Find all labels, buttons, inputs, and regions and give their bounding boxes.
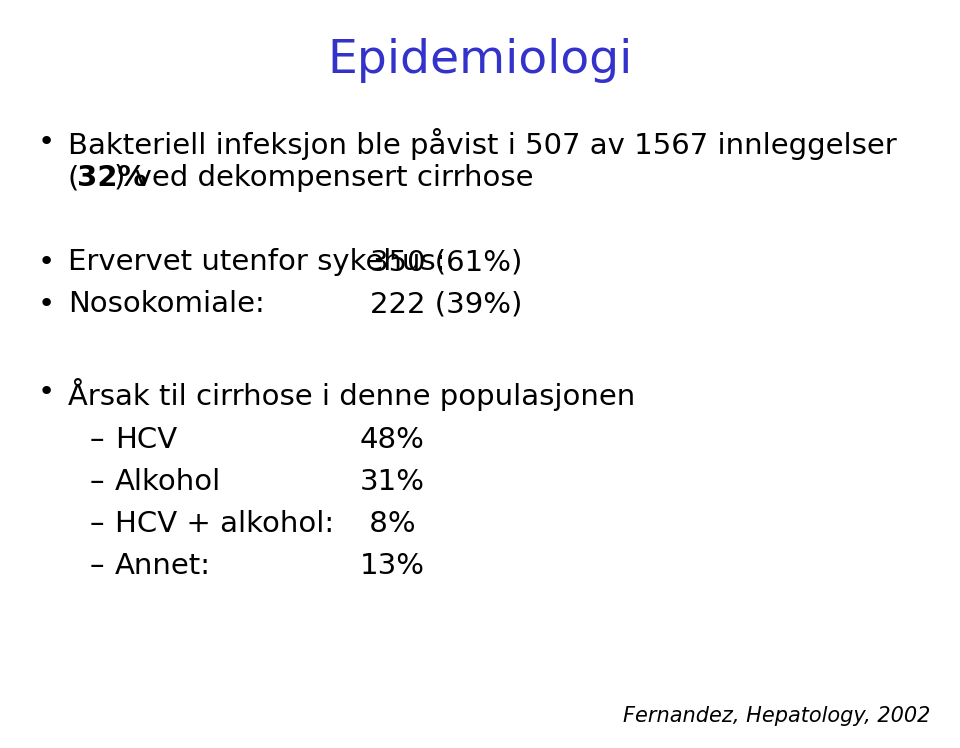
Text: •: •	[38, 248, 56, 276]
Text: 8%: 8%	[360, 510, 416, 538]
Text: Nosokomiale:: Nosokomiale:	[68, 290, 265, 318]
Text: 222 (39%): 222 (39%)	[370, 290, 522, 318]
Text: •: •	[38, 128, 56, 156]
Text: –: –	[90, 552, 105, 580]
Text: Epidemiologi: Epidemiologi	[327, 38, 633, 83]
Text: 13%: 13%	[360, 552, 425, 580]
Text: •: •	[38, 290, 56, 318]
Text: 31%: 31%	[360, 468, 425, 496]
Text: •: •	[38, 378, 56, 406]
Text: 48%: 48%	[360, 426, 425, 454]
Text: –: –	[90, 426, 105, 454]
Text: ) ved dekompensert cirrhose: ) ved dekompensert cirrhose	[114, 164, 534, 192]
Text: Ervervet utenfor sykehus:: Ervervet utenfor sykehus:	[68, 248, 445, 276]
Text: Årsak til cirrhose i denne populasjonen: Årsak til cirrhose i denne populasjonen	[68, 378, 636, 411]
Text: HCV + alkohol:: HCV + alkohol:	[115, 510, 334, 538]
Text: 350 (61%): 350 (61%)	[370, 248, 522, 276]
Text: –: –	[90, 468, 105, 496]
Text: –: –	[90, 510, 105, 538]
Text: Alkohol: Alkohol	[115, 468, 221, 496]
Text: Annet:: Annet:	[115, 552, 211, 580]
Text: HCV: HCV	[115, 426, 178, 454]
Text: 32%: 32%	[77, 164, 147, 192]
Text: Bakteriell infeksjon ble påvist i 507 av 1567 innleggelser: Bakteriell infeksjon ble påvist i 507 av…	[68, 128, 897, 160]
Text: Fernandez, Hepatology, 2002: Fernandez, Hepatology, 2002	[623, 706, 930, 726]
Text: (: (	[68, 164, 80, 192]
